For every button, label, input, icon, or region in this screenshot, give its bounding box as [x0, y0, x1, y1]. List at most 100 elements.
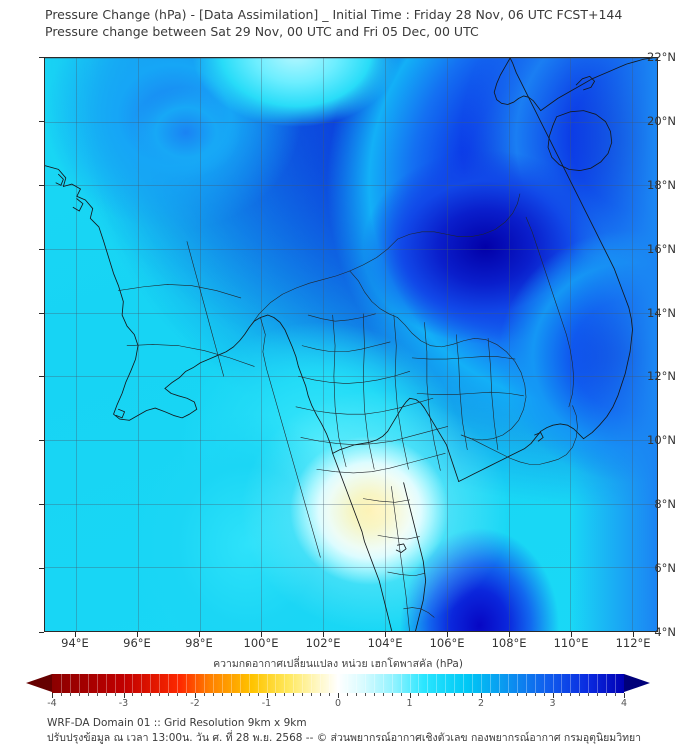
ytick-mark [39, 568, 44, 570]
colorbar-band-seam [338, 674, 339, 693]
colorbar-band-seam [230, 674, 232, 693]
province-border-peninsula-vert [391, 486, 409, 632]
coastline-tonkin-delta [494, 58, 541, 111]
colorbar-band-seam [221, 674, 223, 693]
province-border-central-a [296, 398, 433, 414]
colorbar-tick-minor [87, 693, 89, 696]
colorbar-band-seam [248, 674, 250, 693]
colorbar-band-seam [293, 674, 295, 693]
gridline-lon [137, 58, 139, 631]
gridline-lat [45, 376, 657, 378]
colorbar-tick-minor [588, 693, 590, 696]
colorbar-gradient [52, 674, 624, 693]
colorbar-band-seam [114, 674, 116, 693]
province-border-peninsula-c [388, 572, 425, 576]
ytick-mark [39, 504, 44, 506]
ytick-mark [39, 632, 44, 633]
colorbar-band-seam [534, 674, 536, 693]
province-border-north-c [298, 371, 409, 383]
colorbar-band-seam [391, 674, 393, 693]
colorbar-tick-minor [346, 693, 348, 696]
colorbar-band-seam [355, 674, 357, 693]
gridline-lat [45, 567, 657, 569]
chart-title-block: Pressure Change (hPa) - [Data Assimilati… [45, 6, 665, 40]
colorbar-tick-label: 2 [477, 698, 485, 709]
ytick-mark [39, 376, 44, 378]
coastline-south-china [541, 58, 652, 111]
ytick-mark [39, 440, 44, 442]
xtick-mark [509, 632, 511, 637]
border-china-vietnam [398, 194, 520, 239]
gridline-lon [199, 58, 201, 631]
gridline-lon [632, 58, 634, 631]
xtick-mark [385, 632, 387, 637]
colorbar-body[interactable] [26, 674, 650, 693]
xtick-mark [633, 632, 635, 637]
colorbar-tick-minor [248, 693, 250, 696]
gridline-lon [508, 58, 510, 631]
coastline-island-chang [535, 433, 544, 442]
chart-title-line-1: Pressure Change (hPa) - [Data Assimilati… [45, 7, 623, 22]
gridline-lon [385, 58, 387, 631]
province-border-central-c [317, 453, 446, 473]
colorbar-band-seam [525, 674, 527, 693]
xtick-label-112e: 112°E [615, 636, 651, 650]
xtick-label-98e: 98°E [185, 636, 213, 650]
gridline-lon [323, 58, 325, 631]
colorbar-tick-label: 0 [334, 698, 342, 709]
colorbar-tick-minor [275, 693, 277, 696]
colorbar-band-seam [78, 674, 80, 693]
map-plot-area[interactable] [44, 57, 658, 632]
colorbar-tick-minor [105, 693, 107, 696]
colorbar-band-seam [543, 674, 545, 693]
coastline-eastern-gulf [459, 431, 541, 481]
coastline-myanmar-west [45, 166, 197, 421]
colorbar-tick-minor [320, 693, 322, 696]
footer-block: WRF-DA Domain 01 :: Grid Resolution 9km … [47, 716, 667, 746]
xtick-mark [447, 632, 449, 637]
border-cambodia-vietnam [549, 406, 577, 462]
chart-subtitle-line-2: Pressure change between Sat 29 Nov, 00 U… [45, 24, 479, 39]
colorbar-band-seam [60, 674, 62, 693]
colorbar-tick-minor [454, 693, 456, 696]
xtick-label-110e: 110°E [553, 636, 589, 650]
coastline-irrawaddy-delta [165, 315, 298, 388]
colorbar-tick-minor [579, 693, 581, 696]
province-border-peninsula-b [378, 535, 420, 539]
ytick-mark [39, 57, 44, 58]
colorbar-band-seam [203, 674, 205, 693]
colorbar-band-seam [489, 674, 491, 693]
colorbar-band-seam [320, 674, 322, 693]
colorbar-band-seam [436, 674, 438, 693]
colorbar-tick-minor [69, 693, 71, 696]
colorbar-tick-minor [355, 693, 357, 696]
colorbar-band-seam [212, 674, 214, 693]
colorbar-tick-minor [186, 693, 188, 696]
province-border-myanmar-a [118, 284, 240, 297]
colorbar-band-seam [168, 674, 170, 693]
footer-credit-line: ปรับปรุงข้อมูล ณ เวลา 13:00น. วัน ศ. ที่… [47, 732, 642, 744]
xtick-mark [261, 632, 262, 637]
colorbar-tick-major [409, 693, 411, 698]
xtick-label-104e: 104°E [367, 636, 403, 650]
ytick-mark [39, 248, 44, 250]
province-border-north-b [302, 342, 390, 352]
ytick-mark [39, 312, 44, 314]
colorbar-band-seam [552, 674, 554, 693]
colorbar-tick-minor [329, 693, 331, 696]
province-border-north-a [308, 314, 375, 321]
ytick-mark [39, 120, 44, 122]
colorbar-tick-minor [543, 693, 545, 696]
colorbar-band-seam [409, 674, 411, 693]
colorbar-tick-minor [239, 693, 241, 696]
colorbar-band-seam [177, 674, 179, 693]
colorbar-tick-major [624, 693, 625, 698]
colorbar-band-seam [454, 674, 456, 693]
colorbar-tick-minor [141, 693, 143, 696]
xtick-label-100e: 100°E [243, 636, 279, 650]
colorbar[interactable]: ความกดอากาศเปลี่ยนแปลง หน่วย เฮกโตพาสคัล… [0, 655, 676, 710]
province-border-vert-a [333, 315, 346, 467]
colorbar-tick-major [195, 693, 196, 698]
colorbar-band-seam [561, 674, 563, 693]
colorbar-tick-minor [78, 693, 80, 696]
